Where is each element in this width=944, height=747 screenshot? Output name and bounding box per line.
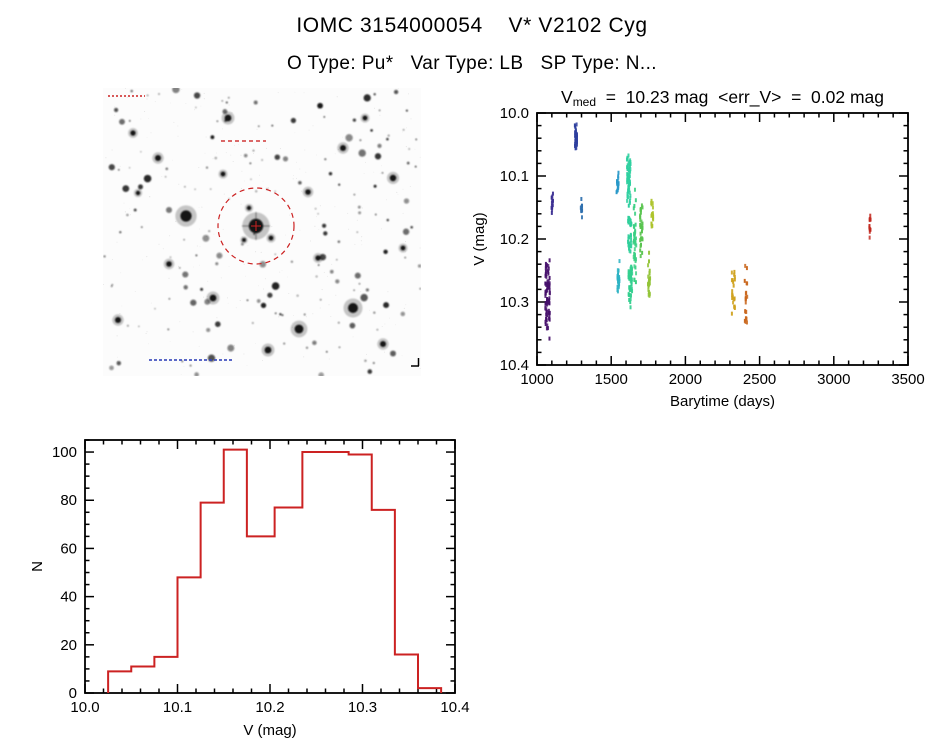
axes: 1000 1500 2000 2500 3000 3500 10.0 10.1 10.2 10.3… <box>471 105 925 410</box>
finder-chart-image <box>103 88 421 376</box>
svg-text:40: 40 <box>60 589 77 606</box>
star-field <box>103 88 421 376</box>
lightcurve-title-suffix: = 10.23 mag <err_V> = 0.02 mag <box>596 87 884 107</box>
svg-text:10.2: 10.2 <box>255 699 284 716</box>
svg-text:100: 100 <box>52 444 77 461</box>
svg-text:10.0: 10.0 <box>70 699 99 716</box>
svg-text:0: 0 <box>69 685 77 702</box>
data-points <box>544 122 872 341</box>
svg-text:10.1: 10.1 <box>500 168 529 185</box>
svg-text:10.1: 10.1 <box>163 699 192 716</box>
svg-text:N: N <box>29 561 46 572</box>
svg-text:Barytime (days): Barytime (days) <box>670 393 775 410</box>
svg-text:10.3: 10.3 <box>348 699 377 716</box>
page-subtitle: O Type: Pu* Var Type: LB SP Type: N... <box>287 53 657 74</box>
svg-text:10.3: 10.3 <box>500 294 529 311</box>
svg-text:1000: 1000 <box>520 371 553 388</box>
svg-text:80: 80 <box>60 492 77 509</box>
histogram-plot: 10.0 10.1 10.2 10.3 10.4 0 20 40 60 80 100 V (mag) N <box>29 439 470 739</box>
svg-text:3000: 3000 <box>817 371 850 388</box>
svg-text:2500: 2500 <box>743 371 776 388</box>
target-aperture-circle <box>217 187 295 265</box>
lightcurve-title: Vmed = 10.23 mag <err_V> = 0.02 mag <box>500 87 944 109</box>
svg-text:V (mag): V (mag) <box>471 212 488 265</box>
lightcurve-title-prefix: V <box>561 87 573 107</box>
svg-text:60: 60 <box>60 540 77 557</box>
svg-text:20: 20 <box>60 637 77 654</box>
svg-text:2000: 2000 <box>669 371 702 388</box>
svg-text:V (mag): V (mag) <box>243 722 296 739</box>
svg-text:1500: 1500 <box>595 371 628 388</box>
histogram-steps <box>107 448 443 693</box>
svg-text:3500: 3500 <box>891 371 924 388</box>
svg-text:10.4: 10.4 <box>500 357 529 374</box>
lightcurve-title-subscript: med <box>572 95 597 109</box>
page-title: IOMC 3154000054 V* V2102 Cyg <box>296 14 648 37</box>
lightcurve-plot: 1000 1500 2000 2500 3000 3500 10.0 10.1 10.2 10.3… <box>471 105 925 410</box>
axes: 10.0 10.1 10.2 10.3 10.4 0 20 40 60 80 100 V (mag) N <box>29 439 470 739</box>
svg-text:10.0: 10.0 <box>500 105 529 122</box>
corner-tick-mark <box>411 358 420 367</box>
svg-text:10.4: 10.4 <box>440 699 469 716</box>
svg-text:10.2: 10.2 <box>500 231 529 248</box>
